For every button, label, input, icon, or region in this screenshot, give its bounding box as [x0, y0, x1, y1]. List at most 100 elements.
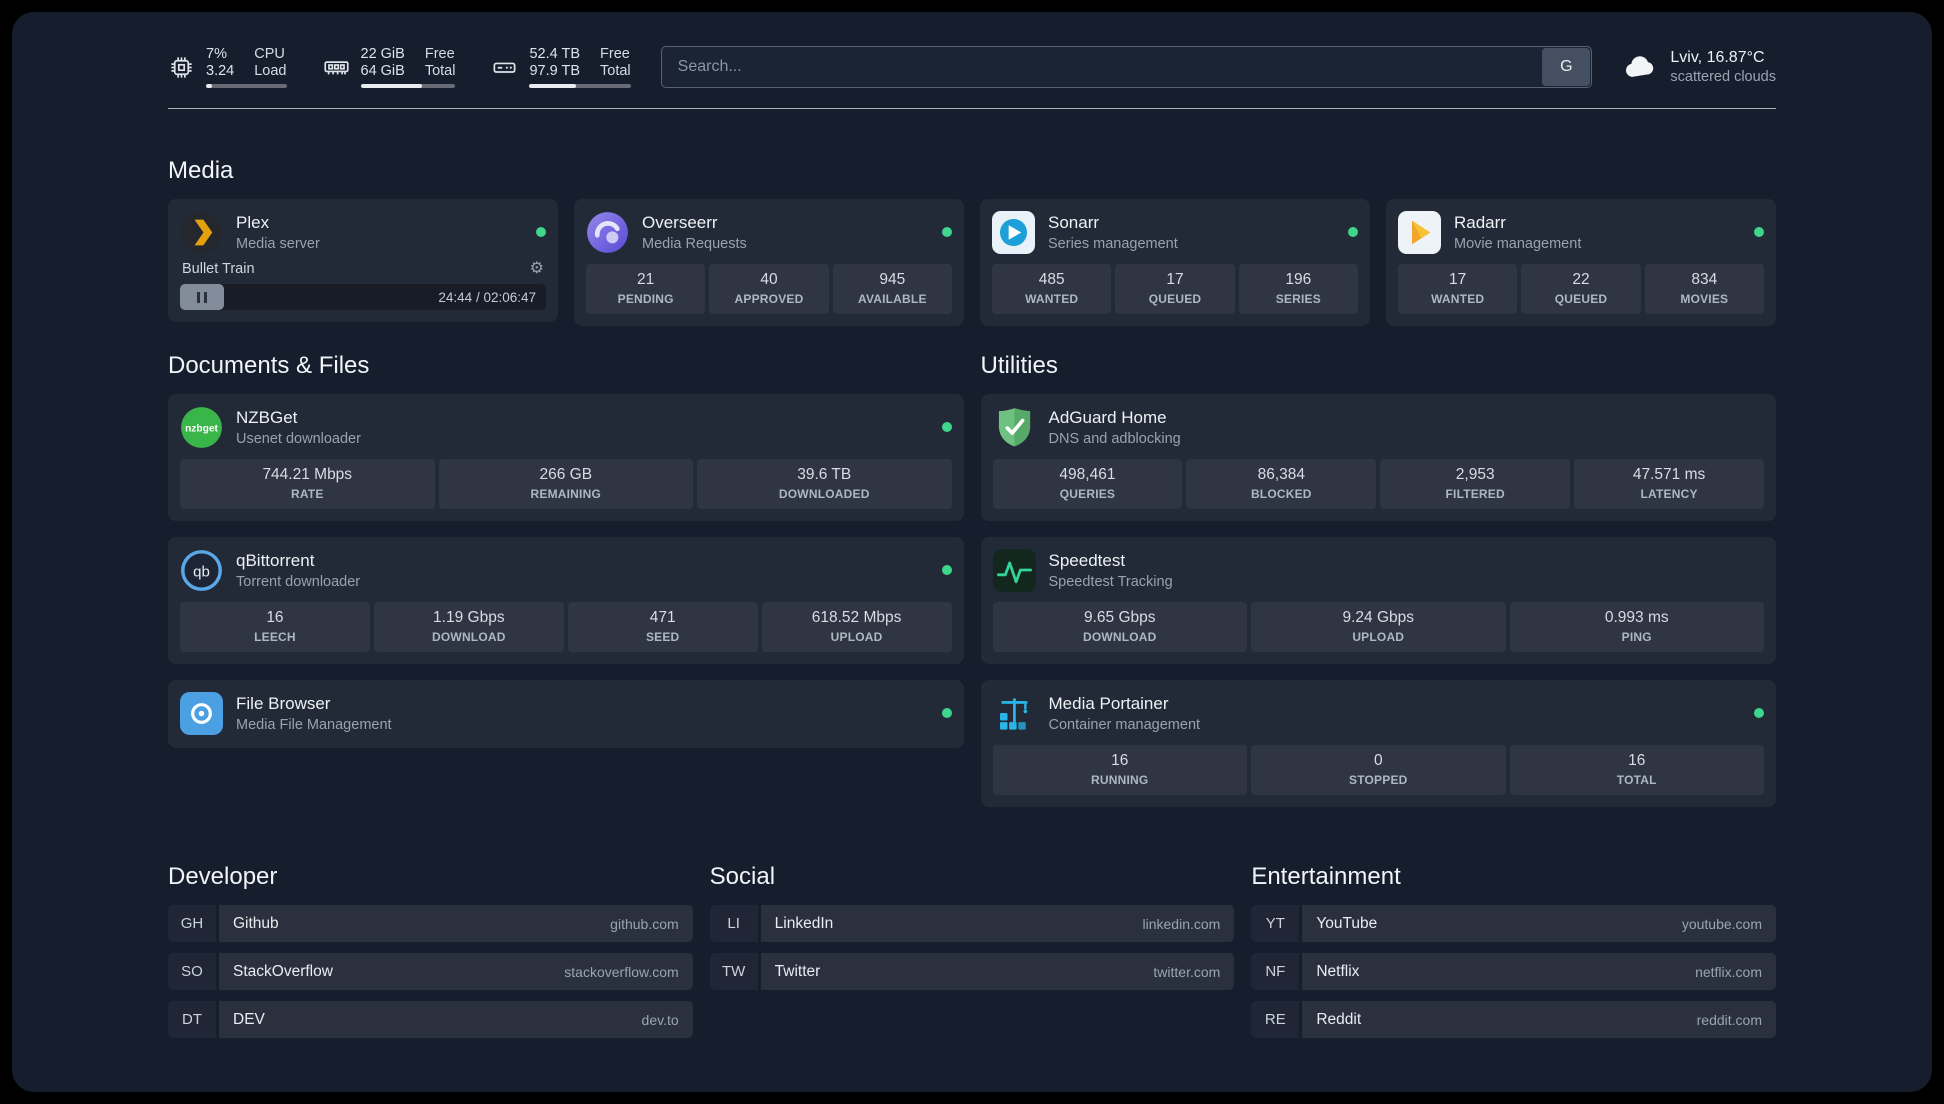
resource-widget-ram: 22 GiB Free 64 GiB Total — [323, 46, 456, 88]
stat-download: 1.19 Gbps DOWNLOAD — [373, 602, 564, 652]
stats-row: 485 WANTED 17 QUEUED 196 SERIES — [992, 264, 1358, 314]
service-name: File Browser — [236, 693, 331, 713]
search-input[interactable] — [660, 46, 1593, 88]
stat-value: 0.993 ms — [1604, 609, 1669, 626]
gear-icon[interactable]: ⚙ — [529, 260, 544, 277]
weather-widget[interactable]: Lviv, 16.87°C scattered clouds — [1622, 49, 1776, 85]
bookmark-youtube[interactable]: YT YouTube youtube.com — [1251, 905, 1776, 942]
stats-row: 9.65 Gbps DOWNLOAD 9.24 Gbps UPLOAD 0.993 ms… — [992, 602, 1764, 652]
service-description: Media File Management — [236, 716, 392, 733]
dashboard-frame: 7% CPU 3.24 Load 22 GiB Free 64 GiB Total 52.4 T… — [12, 12, 1932, 1092]
stat-label: APPROVED — [734, 292, 804, 306]
cloud-icon — [1622, 49, 1658, 85]
service-name: NZBGet — [236, 407, 298, 427]
section-utilities: Utilities AdGuard Home DNS and adblocking… — [980, 352, 1776, 807]
service-card-plex[interactable]: Plex Media server Bullet Train ⚙ 24:44 / 02:… — [168, 199, 558, 322]
service-name: Media Portainer — [1048, 693, 1169, 713]
card-header: Radarr Movie management — [1398, 209, 1764, 255]
stat-label: DOWNLOAD — [1082, 630, 1157, 644]
bookmark-main: DEV dev.to — [219, 1001, 693, 1038]
resource-values: 52.4 TB Free 97.9 TB Total — [529, 46, 630, 80]
stat-label: LATENCY — [1640, 487, 1698, 501]
bookmark-main: Netflix netflix.com — [1302, 953, 1776, 990]
search-provider-button[interactable]: G — [1542, 48, 1591, 86]
service-card-qbittorrent[interactable]: qb qBittorrent Torrent downloader 16 LEECH 1.… — [168, 537, 964, 664]
service-text: Overseerr Media Requests — [642, 213, 747, 252]
resource-label: Free — [600, 46, 630, 62]
bookmark-name: YouTube — [1316, 914, 1378, 932]
bookmark-dev[interactable]: DT DEV dev.to — [168, 1001, 693, 1038]
weather-condition: scattered clouds — [1670, 69, 1776, 85]
weather-text: Lviv, 16.87°C scattered clouds — [1670, 49, 1776, 85]
service-description: Speedtest Tracking — [1048, 573, 1173, 590]
service-card-speedtest[interactable]: Speedtest Speedtest Tracking 9.65 Gbps DOWN… — [980, 537, 1776, 664]
bookmark-github[interactable]: GH Github github.com — [168, 905, 693, 942]
service-name: Overseerr — [642, 212, 718, 232]
service-card-radarr[interactable]: Radarr Movie management 17 WANTED 22 QUEUED 83… — [1386, 199, 1776, 326]
service-card-nzbget[interactable]: nzbget NZBGet Usenet downloader 744.21 Mbps… — [168, 394, 964, 521]
bookmark-url: linkedin.com — [1142, 915, 1221, 932]
service-text: qBittorrent Torrent downloader — [236, 551, 360, 590]
stat-stopped: 0 STOPPED — [1251, 745, 1506, 795]
bookmark-group-developer: Developer GH Github github.com SO StackOverfl… — [168, 863, 693, 1038]
bookmark-stackoverflow[interactable]: SO StackOverflow stackoverflow.com — [168, 953, 693, 990]
service-card-overseerr[interactable]: Overseerr Media Requests 21 PENDING 40 APPROV… — [574, 199, 964, 326]
bookmark-url: stackoverflow.com — [564, 963, 679, 980]
player-time: 24:44 / 02:06:47 — [438, 289, 536, 305]
bookmark-reddit[interactable]: RE Reddit reddit.com — [1251, 1001, 1776, 1038]
bookmark-name: DEV — [233, 1010, 265, 1028]
stat-label: PING — [1621, 630, 1652, 644]
stat-total: 16 TOTAL — [1509, 745, 1764, 795]
bookmark-twitter[interactable]: TW Twitter twitter.com — [709, 953, 1235, 990]
service-card-media-portainer[interactable]: Media Portainer Container management 16 RUN… — [980, 680, 1776, 807]
stat-value: 86,384 — [1257, 466, 1306, 483]
sonarr-icon — [992, 210, 1035, 254]
stat-label: FILTERED — [1445, 487, 1505, 501]
stat-value: 618.52 Mbps — [811, 609, 902, 626]
status-dot — [942, 227, 952, 237]
resource-label: Total — [424, 63, 456, 79]
resource-widget-cpu: 7% CPU 3.24 Load — [168, 46, 287, 88]
bookmark-netflix[interactable]: NF Netflix netflix.com — [1251, 953, 1776, 990]
stat-value: 744.21 Mbps — [262, 466, 353, 483]
stat-wanted: 17 WANTED — [1398, 264, 1518, 314]
bookmark-list: YT YouTube youtube.com NF Netflix netflix.com… — [1251, 905, 1776, 1038]
stat-value: 16 — [1111, 752, 1129, 769]
stat-filtered: 2,953 FILTERED — [1380, 459, 1571, 509]
utilities-card-stack: AdGuard Home DNS and adblocking 498,461 QUE… — [980, 394, 1776, 807]
card-header: Media Portainer Container management — [993, 690, 1764, 736]
resource-value: 22 GiB — [360, 46, 405, 62]
service-name: AdGuard Home — [1048, 407, 1167, 427]
cpu-icon — [168, 54, 195, 81]
stat-label: DOWNLOAD — [432, 630, 506, 644]
pause-icon — [197, 291, 200, 303]
card-header: Sonarr Series management — [992, 209, 1358, 255]
bookmark-list: LI LinkedIn linkedin.com TW Twitter twitter.c… — [709, 905, 1235, 990]
stat-label: REMAINING — [530, 487, 601, 501]
resource-progress-bar — [529, 84, 631, 88]
bookmark-url: netflix.com — [1695, 963, 1762, 980]
bookmark-url: dev.to — [641, 1011, 679, 1028]
stat-label: LEECH — [254, 630, 296, 644]
stat-value: 16 — [266, 609, 284, 626]
section-title-documents: Documents & Files — [168, 352, 370, 379]
service-description: Usenet downloader — [236, 430, 361, 447]
bookmark-abbr: RE — [1251, 1001, 1300, 1038]
stat-upload: 618.52 Mbps UPLOAD — [761, 602, 952, 652]
bookmark-group-title: Social — [709, 863, 776, 890]
stat-value: 0 — [1373, 752, 1383, 769]
documents-card-stack: nzbget NZBGet Usenet downloader 744.21 Mbps… — [168, 394, 964, 748]
bookmark-linkedin[interactable]: LI LinkedIn linkedin.com — [709, 905, 1235, 942]
stat-label: QUEUED — [1554, 292, 1608, 306]
stats-row: 744.21 Mbps RATE 266 GB REMAINING 39.6 TB DOW… — [180, 459, 952, 509]
bookmarks-row: Developer GH Github github.com SO StackOverfl… — [168, 863, 1776, 1038]
service-card-adguard-home[interactable]: AdGuard Home DNS and adblocking 498,461 QUE… — [980, 394, 1776, 521]
service-card-file-browser[interactable]: File Browser Media File Management — [168, 680, 964, 748]
bookmark-url: github.com — [610, 915, 679, 932]
player-progress-bar[interactable]: 24:44 / 02:06:47 — [180, 284, 546, 310]
pause-button[interactable] — [180, 284, 224, 310]
service-card-sonarr[interactable]: Sonarr Series management 485 WANTED 17 QUEUED… — [980, 199, 1370, 326]
bookmark-group-title: Entertainment — [1251, 863, 1401, 890]
bookmark-list: GH Github github.com SO StackOverflow stackov… — [168, 905, 693, 1038]
bookmark-url: twitter.com — [1153, 963, 1221, 980]
